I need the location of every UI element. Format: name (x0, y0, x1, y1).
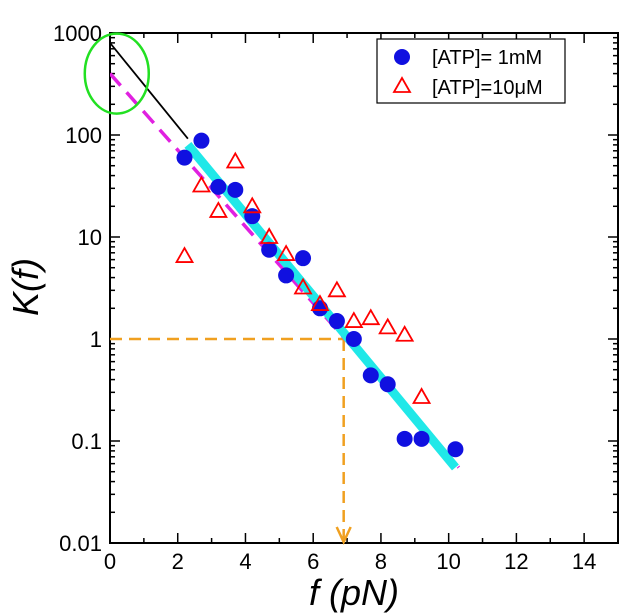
data-series (174, 132, 464, 458)
data-point-triangle (208, 201, 228, 218)
data-point-triangle (378, 317, 398, 335)
x-tick-label: 10 (436, 549, 460, 574)
x-axis-label: f (pN) (309, 572, 399, 613)
data-point-circle (278, 267, 295, 284)
data-point-circle (193, 132, 210, 149)
data-point-triangle (412, 387, 432, 404)
x-tick-label: 14 (572, 549, 596, 574)
data-point-circle (396, 430, 413, 447)
x-tick-label: 4 (239, 549, 251, 574)
y-tick-label: 0.01 (59, 531, 102, 556)
data-point-triangle (310, 294, 330, 311)
x-tick-label: 8 (375, 549, 387, 574)
legend-label-10uM: [ATP]=10μM (432, 77, 543, 99)
data-point-triangle (361, 308, 381, 326)
data-point-triangle (191, 175, 211, 193)
x-tick-label: 2 (172, 549, 184, 574)
guide-lines (110, 337, 352, 545)
y-tick-label: 1 (90, 327, 102, 352)
data-point-circle (413, 430, 430, 447)
data-point-circle (261, 241, 278, 258)
data-point-triangle (327, 280, 347, 298)
y-axis-label: K(f) (5, 258, 46, 316)
x-tick-label: 6 (307, 549, 319, 574)
data-point-circle (227, 181, 244, 198)
data-point-circle (345, 331, 362, 347)
data-point-circle (210, 178, 227, 195)
fit-lines (110, 42, 461, 471)
guide-arrow (335, 526, 352, 545)
data-point-circle (295, 250, 312, 267)
y-tick-label: 10 (78, 225, 102, 250)
y-tick-label: 1000 (53, 21, 102, 46)
data-point-circle (328, 313, 345, 330)
highlight-ellipse (83, 32, 151, 115)
plot-frame (109, 32, 619, 544)
data-point-circle (176, 149, 193, 166)
data-point-circle (362, 367, 379, 384)
data-point-circle (244, 208, 261, 225)
legend-marker-triangle (392, 76, 412, 93)
y-axis-ticks: 0.01 0.1 1 10 100 1000 (53, 21, 618, 556)
data-point-triangle (259, 227, 279, 244)
y-tick-label: 0.1 (71, 429, 102, 454)
x-tick-label: 0 (104, 549, 116, 574)
data-point-triangle (344, 311, 364, 328)
legend: [ATP]= 1mM [ATP]=10μM (376, 38, 566, 104)
data-point-triangle (225, 151, 245, 169)
legend-marker-circle (394, 49, 410, 65)
data-point-triangle (174, 246, 195, 263)
x-axis-ticks: 0 2 4 6 8 10 12 14 (104, 33, 619, 574)
x-tick-label: 12 (504, 549, 528, 574)
data-point-triangle (395, 324, 415, 342)
data-point-circle (447, 441, 464, 458)
data-point-triangle (242, 196, 262, 214)
data-point-triangle (293, 277, 313, 295)
data-point-triangle (276, 244, 296, 261)
legend-label-1mM: [ATP]= 1mM (432, 47, 542, 69)
annotations (83, 32, 151, 115)
data-point-circle (311, 300, 328, 317)
y-tick-label: 100 (65, 123, 102, 148)
data-point-circle (379, 376, 396, 393)
black-fit (110, 42, 189, 140)
